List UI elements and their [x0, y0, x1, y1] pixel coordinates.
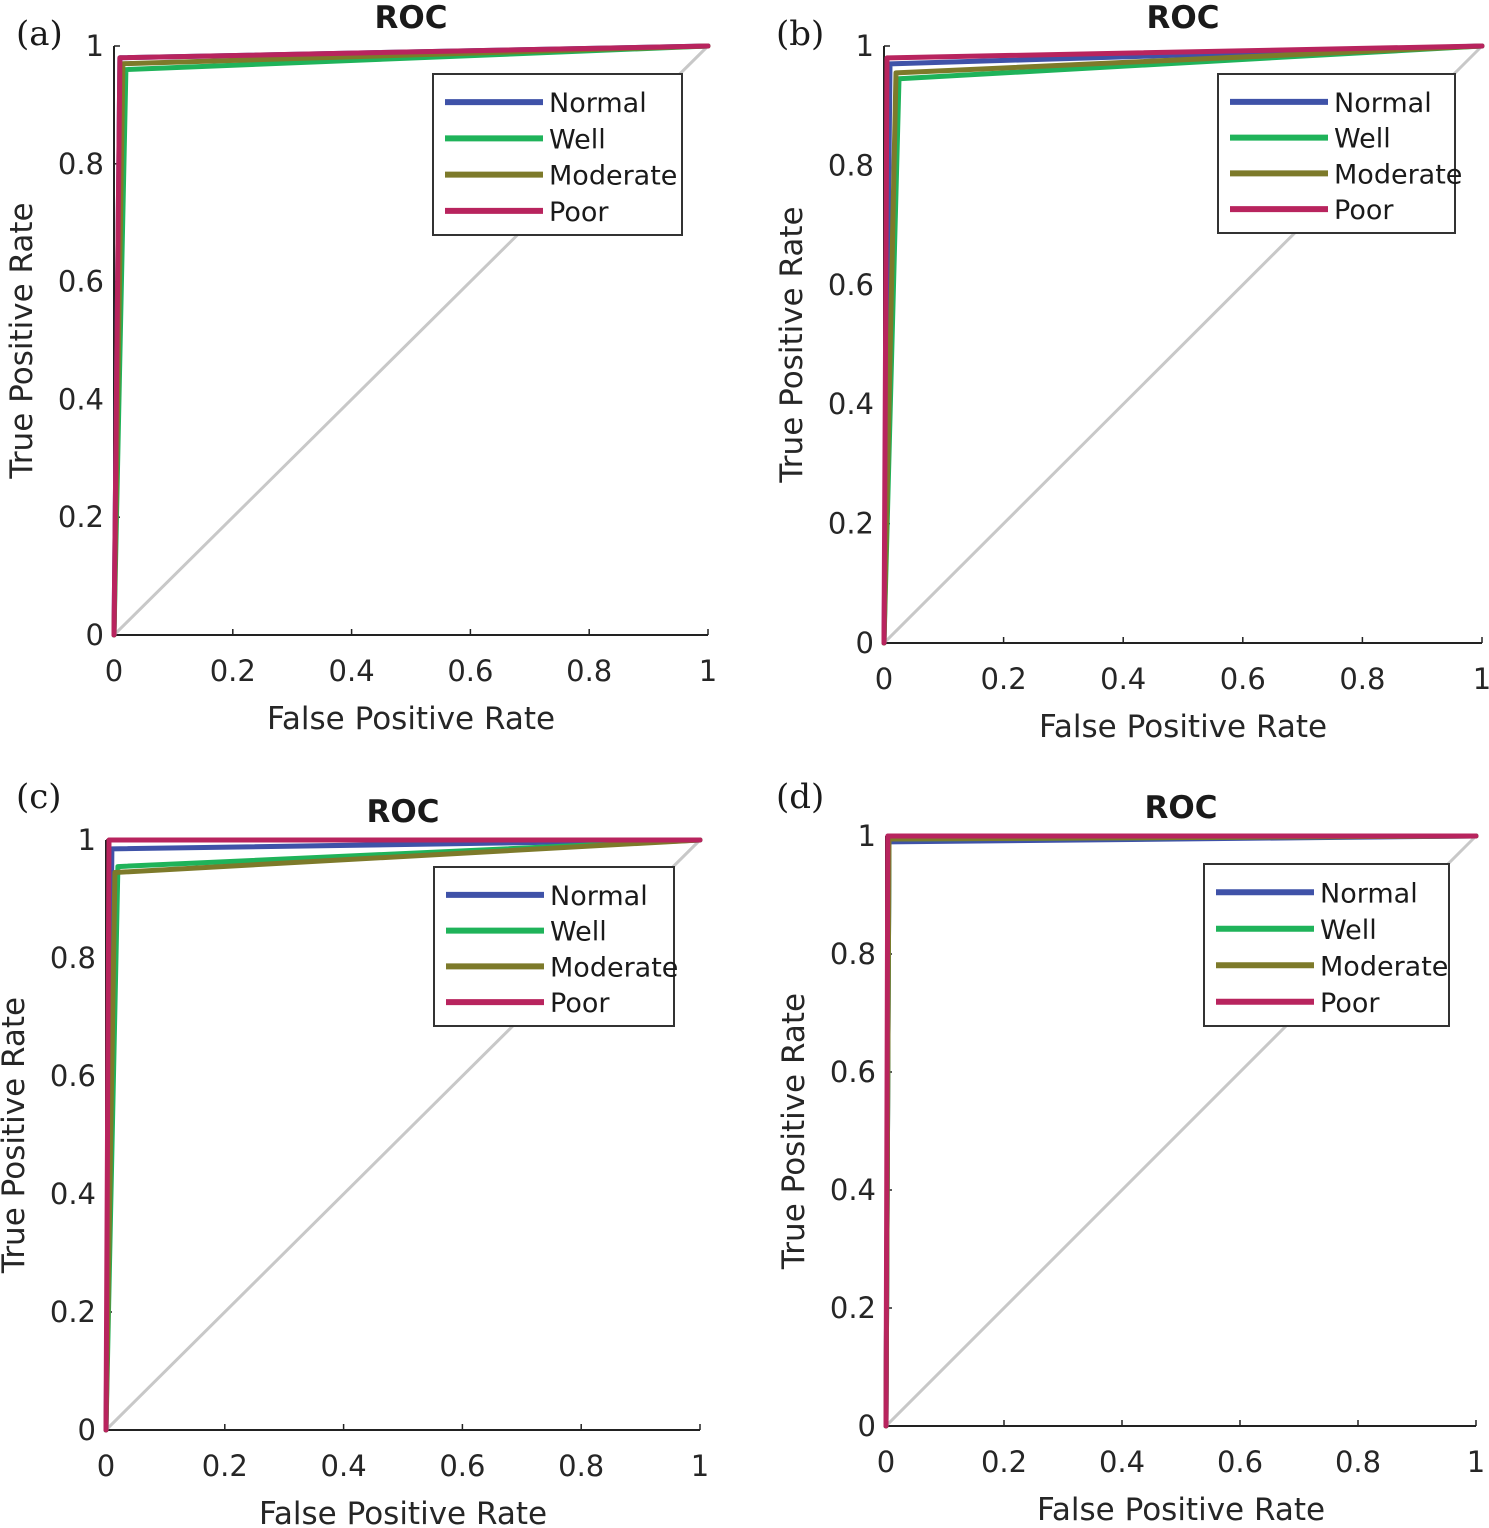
legend-label-well: Well — [1334, 124, 1391, 155]
y-tick-label: 1 — [86, 29, 104, 63]
panel-label: (a) — [16, 14, 63, 54]
y-tick-label: 0.4 — [828, 387, 874, 421]
roc-curve-poor — [883, 833, 1479, 1429]
chart-title: ROC — [367, 794, 440, 830]
roc-panel-b: (b) ROC 0 0.2 0.4 0.6 0.8 1 0 0.2 0.4 0.6 0.8 1 False … — [774, 0, 1489, 745]
legend-label-normal: Normal — [1320, 878, 1418, 909]
y-tick-label: 0.8 — [828, 148, 874, 182]
roc-curve-poor — [881, 43, 1485, 646]
legend-label-moderate: Moderate — [1334, 159, 1462, 190]
legend-label-normal: Normal — [1334, 88, 1432, 119]
y-tick-label: 0 — [858, 1409, 876, 1443]
y-tick-label: 0.2 — [830, 1291, 876, 1325]
panel-label: (c) — [16, 777, 62, 817]
legend-label-well: Well — [549, 124, 606, 155]
y-tick-label: 0 — [86, 618, 104, 652]
x-tick-label: 0.8 — [1335, 1445, 1381, 1479]
chart-title: ROC — [375, 0, 448, 36]
y-tick-label: 0.4 — [830, 1173, 876, 1207]
legend-label-well: Well — [550, 917, 607, 948]
x-tick-label: 0.6 — [439, 1449, 485, 1483]
x-tick-label: 0 — [877, 1445, 895, 1479]
legend-label-poor: Poor — [550, 988, 610, 1019]
y-axis-label: True Positive Rate — [0, 997, 32, 1274]
x-axis-label: False Positive Rate — [1039, 709, 1327, 745]
y-tick-label: 0.6 — [50, 1059, 96, 1093]
x-tick-label: 0.6 — [1217, 1445, 1263, 1479]
roc-panel-d: (d) ROC 0 0.2 0.4 0.6 0.8 1 0 0.2 0.4 0.6 0.8 1 False … — [776, 777, 1485, 1528]
legend: Normal Well Moderate Poor — [433, 866, 678, 1027]
y-tick-label: 0.6 — [58, 265, 104, 299]
chart-title: ROC — [1147, 0, 1220, 36]
legend-label-poor: Poor — [1320, 988, 1380, 1019]
y-tick-label: 0 — [856, 626, 874, 660]
x-tick-label: 0.8 — [558, 1449, 604, 1483]
roc-panel-a: (a) ROC 0 0.2 0.4 0.6 0.8 1 0 0.2 0.4 0.6 0.8 1 False … — [4, 0, 717, 737]
y-tick-label: 0.4 — [58, 382, 104, 416]
y-tick-label: 0.4 — [50, 1177, 96, 1211]
legend-label-moderate: Moderate — [1320, 951, 1448, 982]
y-axis-label: True Positive Rate — [776, 993, 812, 1270]
legend-label-poor: Poor — [549, 197, 609, 228]
legend-label-normal: Normal — [549, 88, 647, 119]
panel-label: (d) — [776, 777, 824, 817]
x-tick-label: 1 — [1473, 662, 1489, 696]
y-tick-label: 0.2 — [50, 1295, 96, 1329]
panel-label: (b) — [776, 14, 824, 54]
x-axis-label: False Positive Rate — [1037, 1492, 1325, 1528]
y-tick-label: 0.8 — [830, 937, 876, 971]
x-tick-label: 0.4 — [1099, 1445, 1145, 1479]
x-tick-label: 0 — [97, 1449, 115, 1483]
chart-title: ROC — [1145, 790, 1218, 826]
y-tick-label: 1 — [78, 823, 96, 857]
x-tick-label: 1 — [691, 1449, 709, 1483]
y-axis-label: True Positive Rate — [4, 202, 40, 479]
x-tick-label: 0.2 — [210, 654, 256, 688]
x-tick-label: 0.2 — [981, 662, 1027, 696]
roc-curve-poor — [103, 837, 703, 1433]
x-tick-label: 0 — [105, 654, 123, 688]
y-tick-label: 1 — [858, 819, 876, 853]
legend-label-moderate: Moderate — [549, 161, 677, 192]
y-axis-label: True Positive Rate — [774, 206, 810, 483]
legend: Normal Well Moderate Poor — [432, 73, 683, 236]
roc-curve-moderate — [881, 43, 1485, 646]
x-tick-label: 0.4 — [329, 654, 375, 688]
roc-panel-c: (c) ROC 0 0.2 0.4 0.6 0.8 1 0 0.2 0.4 0.6 0.8 1 False … — [0, 777, 709, 1528]
x-tick-label: 0.8 — [566, 654, 612, 688]
x-tick-label: 1 — [1467, 1445, 1485, 1479]
x-axis-label: False Positive Rate — [259, 1496, 547, 1528]
y-tick-label: 0.8 — [50, 941, 96, 975]
y-tick-label: 0.2 — [58, 500, 104, 534]
legend-label-poor: Poor — [1334, 195, 1394, 226]
x-tick-label: 1 — [699, 654, 717, 688]
y-tick-label: 1 — [856, 29, 874, 63]
y-tick-label: 0 — [78, 1413, 96, 1447]
x-axis-label: False Positive Rate — [267, 701, 555, 737]
legend: Normal Well Moderate Poor — [1203, 863, 1450, 1027]
x-tick-label: 0.6 — [1220, 662, 1266, 696]
legend-label-moderate: Moderate — [550, 952, 678, 983]
legend: Normal Well Moderate Poor — [1217, 73, 1462, 234]
x-tick-label: 0.2 — [202, 1449, 248, 1483]
x-tick-label: 0.4 — [1100, 662, 1146, 696]
y-tick-label: 0.2 — [828, 507, 874, 541]
y-tick-label: 0.8 — [58, 147, 104, 181]
y-tick-label: 0.6 — [830, 1055, 876, 1089]
legend-label-normal: Normal — [550, 881, 648, 912]
x-tick-label: 0.2 — [981, 1445, 1027, 1479]
roc-curve-poor — [111, 43, 711, 638]
x-tick-label: 0 — [875, 662, 893, 696]
x-tick-label: 0.4 — [321, 1449, 367, 1483]
legend-label-well: Well — [1320, 915, 1377, 946]
y-tick-label: 0.6 — [828, 268, 874, 302]
x-tick-label: 0.8 — [1339, 662, 1385, 696]
x-tick-label: 0.6 — [447, 654, 493, 688]
